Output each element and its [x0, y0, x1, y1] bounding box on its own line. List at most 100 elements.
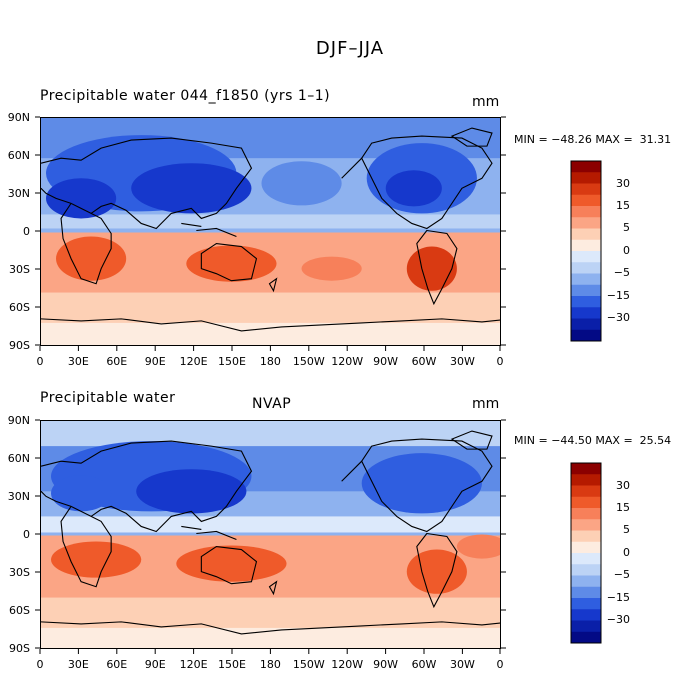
colorbar-swatch [571, 239, 601, 252]
colorbar-swatch [571, 307, 601, 319]
lon-label: 90E [145, 658, 166, 671]
colorbar-swatch [571, 183, 601, 196]
colorbar-swatch [571, 496, 601, 509]
colorbar-labels: 30 15 5 0 −5 −15 −30 [607, 479, 630, 626]
colorbar-swatch [571, 194, 601, 207]
australia-region [186, 245, 277, 282]
lat-label: 30S [9, 263, 30, 276]
colorbar-swatch [571, 485, 601, 498]
africa-sh-region [56, 236, 127, 281]
lon-label: 0 [497, 355, 504, 368]
lon-label: 120E [180, 658, 208, 671]
colorbar-label: −5 [614, 568, 630, 581]
panel-2-lat-labels: 90N 60N 30N 0 30S 60S 90S [8, 414, 30, 655]
panel-2-minmax: MIN = −44.50 MAX = 25.54 [514, 434, 671, 447]
colorbar-label: −30 [607, 311, 630, 324]
lat-label: 0 [23, 528, 30, 541]
colorbar-swatch [571, 575, 601, 588]
colorbar-swatch [571, 553, 601, 565]
colorbar-swatch [571, 620, 601, 633]
colorbar-labels: 30 15 5 0 −5 −15 −30 [607, 177, 630, 324]
panel-2-lon-labels: 0 30E 60E 90E 120E 150E 180 150W 120W 90… [37, 658, 504, 671]
colorbar-label: 15 [616, 501, 630, 514]
coastlines [41, 430, 500, 635]
panel-2-ticks [35, 419, 506, 649]
colorbar-swatch [571, 296, 601, 308]
lon-label: 150E [218, 355, 246, 368]
lon-label: 120W [331, 355, 363, 368]
lon-label: 0 [37, 658, 44, 671]
nh-band-subtropic [41, 214, 500, 229]
colorbar-swatch [571, 273, 601, 286]
lon-label: 60W [412, 355, 437, 368]
nh-band-subtropic [41, 516, 500, 533]
panel-1-min-value: −48.26 [551, 133, 592, 146]
colorbar-label: 0 [623, 244, 630, 257]
colorbar-label: −30 [607, 613, 630, 626]
namerica-blue-region [361, 453, 482, 514]
panel-2-map [40, 420, 501, 649]
lon-label: 150E [218, 658, 246, 671]
colorbar-label: −5 [614, 266, 630, 279]
panel-1-map [40, 117, 501, 346]
panel-1-lon-ticks [39, 346, 501, 351]
colorbar-label: 30 [616, 177, 630, 190]
lat-label: 90N [8, 414, 30, 427]
lon-label: 30W [450, 658, 475, 671]
colorbar-label: 15 [616, 199, 630, 212]
panel-1-max-label: MAX = [591, 133, 637, 146]
colorbar-swatch [571, 586, 601, 599]
panel-1-axes: 90N 60N 30N 0 30S 60S 90S 0 30E 60E 90E … [8, 111, 506, 368]
panel-1-lon-labels: 0 30E 60E 90E 120E 150E 180 150W 120W 90… [37, 355, 504, 368]
lon-label: 60E [106, 658, 127, 671]
coastlines [41, 127, 500, 332]
colorbar-swatch [571, 318, 601, 331]
lat-label: 60N [8, 452, 30, 465]
lat-label: 60N [8, 149, 30, 162]
namerica-deep-region [385, 170, 442, 207]
south-pacific-region [301, 256, 362, 281]
lat-label: 30N [8, 187, 30, 200]
panel-1-minmax: MIN = −48.26 MAX = 31.31 [514, 133, 671, 146]
panel-2-axes: 90N 60N 30N 0 30S 60S 90S 0 30E 60E 90E … [8, 414, 506, 671]
panel-2-map-svg [41, 421, 500, 648]
south-atlantic-region [456, 534, 500, 559]
colorbar-label: −15 [607, 289, 630, 302]
africa-sh-region [51, 541, 142, 578]
panel-2-center-title: NVAP [252, 396, 292, 412]
colorbar-swatch [571, 161, 601, 173]
colorbar-swatch [571, 508, 601, 520]
colorbar-swatch [571, 217, 601, 229]
lat-label: 30S [9, 566, 30, 579]
sh-band-high [41, 292, 500, 323]
panel-2-units: mm [472, 396, 500, 412]
colorbar-label: 30 [616, 479, 630, 492]
panel-2-min-label: MIN = [514, 434, 552, 447]
lon-label: 90W [373, 658, 398, 671]
lat-label: 60S [9, 301, 30, 314]
lon-label: 180 [260, 355, 281, 368]
lon-label: 0 [37, 355, 44, 368]
colorbar-swatch [571, 609, 601, 621]
lat-label: 90S [9, 642, 30, 655]
colorbar-label: 5 [623, 221, 630, 234]
colorbar-swatch [571, 228, 601, 241]
colorbar-swatch [571, 463, 601, 475]
panel-1-units: mm [472, 94, 500, 110]
panel-1-lat-labels: 90N 60N 30N 0 30S 60S 90S [8, 111, 30, 352]
colorbar-swatch [571, 206, 601, 218]
panel-2-max-label: MAX = [591, 434, 637, 447]
colorbar-swatch [571, 530, 601, 543]
colorbar-swatch [571, 262, 601, 274]
pacific-blue-region [261, 161, 342, 206]
lat-label: 30N [8, 490, 30, 503]
panel-1-min-label: MIN = [514, 133, 552, 146]
panel-1-max-value: 31.31 [636, 133, 672, 146]
africa-nh-region [51, 475, 112, 512]
figure-title: DJF–JJA [315, 38, 385, 59]
lon-label: 30E [68, 355, 89, 368]
lat-label: 90N [8, 111, 30, 124]
colorbar-label: 5 [623, 523, 630, 536]
colorbar-label: 0 [623, 546, 630, 559]
panel-2-max-value: 25.54 [636, 434, 672, 447]
